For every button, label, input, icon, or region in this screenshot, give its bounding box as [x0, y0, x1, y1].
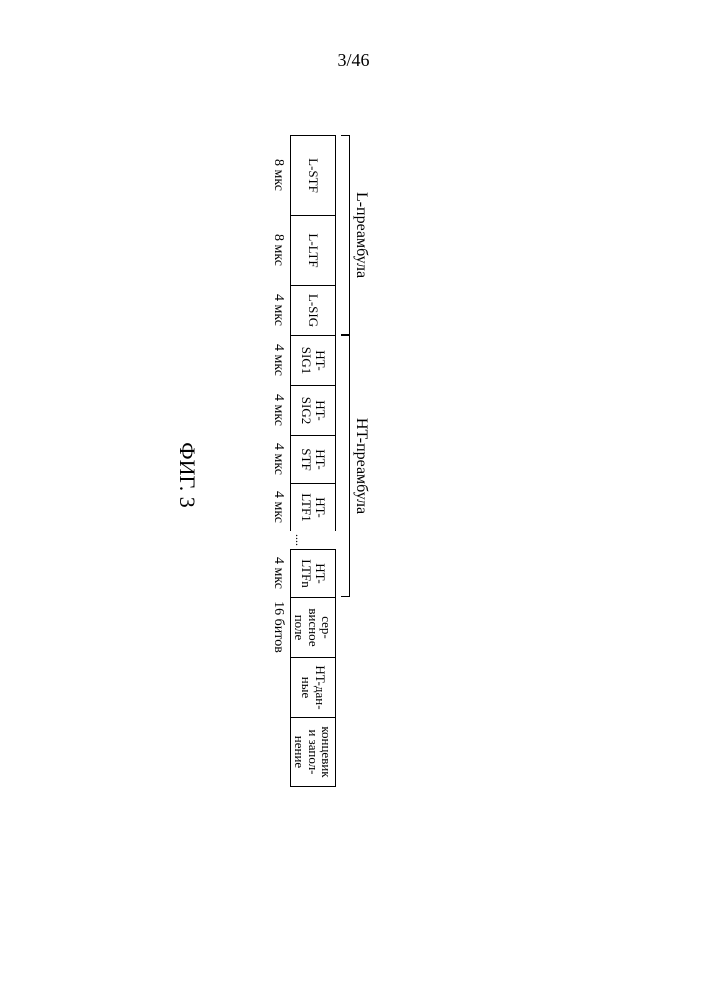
- field-ht-sig2-box: HT- SIG2: [290, 385, 336, 435]
- field-ellipsis: ....: [270, 531, 336, 549]
- field-ht-ltf1-box: HT- LTF1: [290, 483, 336, 531]
- field-ht-stf: HT- STF4 мкс: [270, 435, 336, 483]
- field-l-sig-duration: 4 мкс: [270, 294, 286, 326]
- bracket-l-preamble-shape: [339, 135, 350, 335]
- bracket-ht-preamble: HT-преамбула: [339, 335, 370, 597]
- page-number: 3/46: [0, 50, 707, 71]
- field-ht-data-duration: [270, 685, 286, 689]
- field-ht-ltf1-duration: 4 мкс: [270, 491, 286, 523]
- fields-row: L-STF8 мксL-LTF8 мксL-SIG4 мксHT- SIG14 …: [270, 135, 336, 787]
- field-l-ltf: L-LTF8 мкс: [270, 215, 336, 285]
- field-ht-sig1: HT- SIG14 мкс: [270, 335, 336, 385]
- bracket-l-preamble-label: L-преамбула: [352, 135, 370, 335]
- diagram-container: L-преамбула HT-преамбула L-STF8 мксL-LTF…: [174, 135, 370, 815]
- field-ellipsis-box: ....: [290, 531, 336, 549]
- field-service-duration: 16 битов: [270, 601, 286, 653]
- field-l-stf-box: L-STF: [290, 135, 336, 215]
- field-tailpad-duration: [270, 750, 286, 754]
- field-l-ltf-box: L-LTF: [290, 215, 336, 285]
- field-service-box: сер- висное поле: [290, 597, 336, 657]
- field-ht-sig1-box: HT- SIG1: [290, 335, 336, 385]
- field-ht-stf-duration: 4 мкс: [270, 443, 286, 475]
- field-ellipsis-duration: [270, 538, 286, 542]
- field-ht-ltf1: HT- LTF14 мкс: [270, 483, 336, 531]
- field-tailpad-box: концевик и запол- нение: [290, 717, 336, 787]
- bracket-l-preamble: L-преамбула: [339, 135, 370, 335]
- field-ht-stf-box: HT- STF: [290, 435, 336, 483]
- field-ht-sig2: HT- SIG24 мкс: [270, 385, 336, 435]
- field-ht-ltfn-duration: 4 мкс: [270, 557, 286, 589]
- bracket-ht-preamble-label: HT-преамбула: [352, 335, 370, 597]
- field-ht-sig1-duration: 4 мкс: [270, 344, 286, 376]
- field-ht-data-box: HT-дан- ные: [290, 657, 336, 717]
- bracket-ht-preamble-shape: [339, 335, 350, 597]
- field-service: сер- висное поле16 битов: [270, 597, 336, 657]
- field-l-ltf-duration: 8 мкс: [270, 234, 286, 266]
- field-l-sig-box: L-SIG: [290, 285, 336, 335]
- field-ht-ltfn: HT- LTFn4 мкс: [270, 549, 336, 597]
- field-l-stf-duration: 8 мкс: [270, 159, 286, 191]
- field-l-sig: L-SIG4 мкс: [270, 285, 336, 335]
- field-ht-sig2-duration: 4 мкс: [270, 394, 286, 426]
- field-ht-ltfn-box: HT- LTFn: [290, 549, 336, 597]
- field-ht-data: HT-дан- ные: [270, 657, 336, 717]
- field-l-stf: L-STF8 мкс: [270, 135, 336, 215]
- figure-caption: ФИГ. 3: [174, 135, 200, 815]
- brackets-row: L-преамбула HT-преамбула: [336, 135, 370, 815]
- field-tailpad: концевик и запол- нение: [270, 717, 336, 787]
